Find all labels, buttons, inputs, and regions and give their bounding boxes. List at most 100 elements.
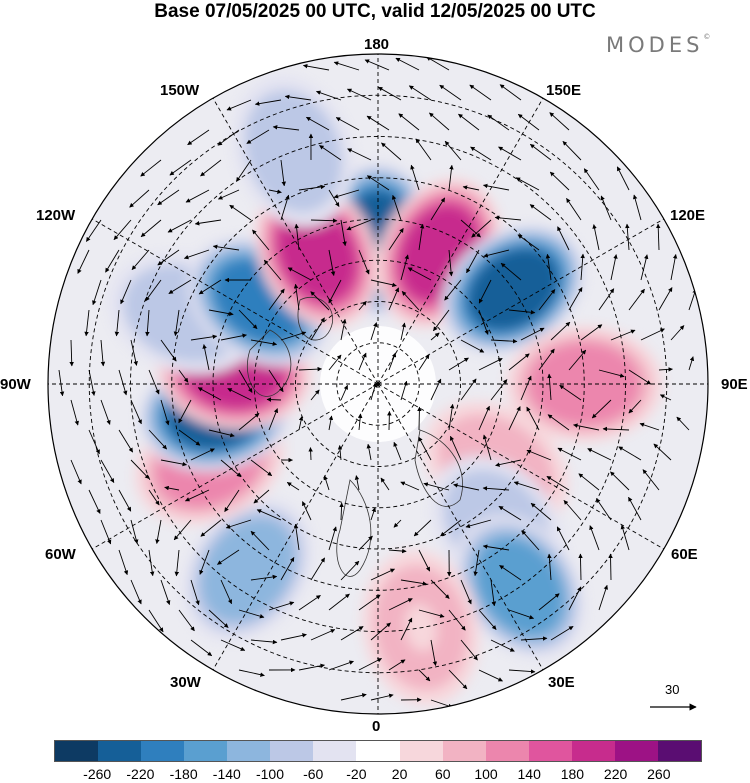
wind-arrow <box>591 399 612 419</box>
wind-arrow <box>100 459 115 483</box>
wind-arrow <box>148 369 160 395</box>
wind-arrow <box>583 168 600 191</box>
wind-arrow <box>148 609 164 633</box>
wind-arrow <box>559 384 582 401</box>
colorbar-tick-label: 220 <box>603 766 628 782</box>
anomaly-core <box>491 270 535 309</box>
wind-arrow <box>688 356 695 371</box>
wind-arrow <box>100 339 106 367</box>
wind-arrow <box>460 378 477 401</box>
colorbar-swatch <box>55 741 99 761</box>
wind-arrow <box>400 481 420 491</box>
wind-arrow <box>164 485 180 491</box>
lon-label-30w: 30W <box>170 674 201 691</box>
wind-arrow <box>483 183 510 191</box>
wind-arrow <box>190 334 218 341</box>
wind-arrow <box>413 519 432 537</box>
wind-arrow <box>310 317 325 341</box>
wind-arrow <box>587 448 612 461</box>
wind-arrow <box>515 177 540 191</box>
wind-arrow <box>178 399 192 424</box>
colorbar <box>54 740 702 762</box>
wind-arrow <box>655 223 661 251</box>
wind-arrow <box>319 145 342 161</box>
wind-arrow <box>268 369 284 393</box>
wind-arrow <box>305 116 330 131</box>
wind-arrow <box>608 553 613 581</box>
wind-arrow <box>185 189 210 203</box>
wind-arrow <box>212 244 240 251</box>
wind-arrow <box>490 579 497 607</box>
wind-arrow <box>370 322 378 341</box>
wind-arrow <box>370 279 397 288</box>
wind-arrow <box>70 459 82 485</box>
colorbar-swatch <box>141 741 185 761</box>
colorbar-swatch <box>614 741 658 761</box>
wind-arrow <box>266 397 282 402</box>
wind-arrow <box>388 598 413 611</box>
colorbar-swatch <box>184 741 228 761</box>
wind-arrow <box>469 84 492 101</box>
chart-title: Base 07/05/2025 00 UTC, valid 12/05/2025… <box>154 1 596 22</box>
colorbar-tick-label: -220 <box>126 766 155 782</box>
wind-arrow <box>628 369 652 385</box>
wind-arrow <box>490 379 508 401</box>
wind-arrow <box>340 693 367 701</box>
wind-arrow <box>340 318 347 341</box>
wind-arrow <box>238 309 258 330</box>
wind-arrow <box>444 140 462 161</box>
wind-arrow <box>598 288 615 311</box>
wind-arrow <box>293 523 300 551</box>
wind-arrow <box>388 659 406 671</box>
wind-arrow <box>173 309 180 337</box>
wind-arrow <box>408 85 432 101</box>
wind-arrow <box>670 325 685 341</box>
wind-arrow <box>458 113 480 131</box>
wind-arrow <box>610 471 630 491</box>
wind-arrow <box>430 332 440 341</box>
lon-label-60w: 60W <box>45 546 76 563</box>
wind-arrow <box>354 475 360 491</box>
wind-arrow <box>410 164 420 191</box>
wind-arrow <box>625 223 630 251</box>
colorbar-ticks: -260 -220 -180 -140 -100 -60 -20 20 60 100 140 180 2… <box>0 766 750 783</box>
wind-arrow <box>302 501 312 521</box>
wind-arrow <box>105 249 120 273</box>
wind-arrow <box>190 579 200 606</box>
wind-arrow <box>224 489 240 513</box>
wind-arrow <box>517 113 540 131</box>
wind-arrow <box>556 526 570 551</box>
wind-arrow <box>157 189 180 206</box>
wind-arrow <box>298 663 325 671</box>
wind-arrow <box>366 175 390 191</box>
wind-arrow <box>418 609 445 618</box>
wind-arrow <box>557 447 582 461</box>
wind-arrow <box>226 99 252 111</box>
wind-arrow <box>676 416 690 431</box>
coastline-siberia <box>414 429 463 507</box>
wind-arrow <box>250 339 278 346</box>
wind-arrow <box>520 327 545 341</box>
coastline-scandinavia <box>336 479 372 577</box>
wind-arrow <box>377 86 402 101</box>
wind-arrow <box>628 399 642 414</box>
wind-arrow <box>370 693 394 701</box>
wind-arrow <box>530 502 552 521</box>
wind-arrow <box>268 288 285 311</box>
wind-arrow <box>130 459 150 479</box>
wind-arrow <box>478 279 492 304</box>
wind-arrow <box>508 609 535 620</box>
wind-arrow <box>398 113 420 131</box>
wind-arrow <box>388 287 400 311</box>
latitude-circle <box>253 259 503 509</box>
wind-arrow <box>550 625 574 641</box>
anomaly-core <box>421 230 457 276</box>
wind-arrow <box>339 502 344 521</box>
wind-arrow <box>155 519 162 544</box>
wind-arrow <box>157 249 180 266</box>
colorbar-tick-label: -60 <box>303 766 324 782</box>
wind-arrow <box>173 519 192 541</box>
wind-arrow <box>347 148 372 161</box>
wind-arrow <box>395 57 420 71</box>
lon-label-180: 180 <box>364 36 390 53</box>
